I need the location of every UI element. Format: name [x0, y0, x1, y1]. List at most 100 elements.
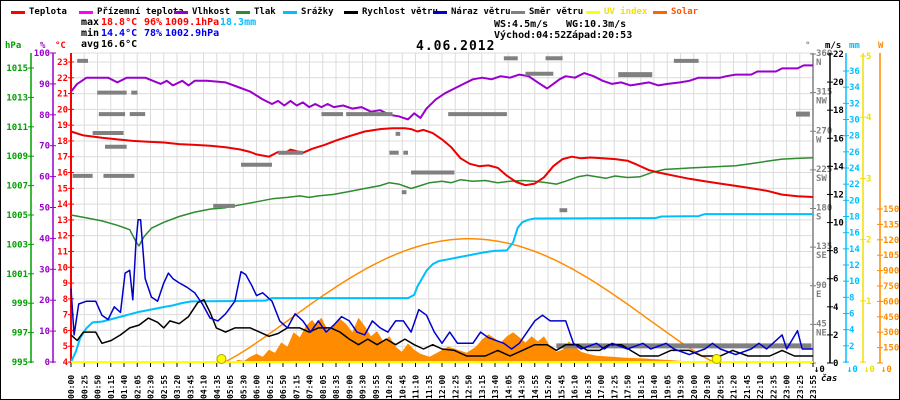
- axis-label: 997: [12, 329, 28, 339]
- axis-label: 9: [63, 279, 68, 289]
- sun-marker: [711, 354, 722, 364]
- x-tick-label: 19:30: [677, 375, 686, 399]
- axis-label: 34: [849, 83, 860, 93]
- axis-label: 999: [12, 299, 28, 309]
- x-tick-label: 04:10: [200, 375, 209, 399]
- x-axis: 00:00 00:25 00:50 01:15 01:40 02:05 02:30 02:55…: [67, 363, 818, 399]
- x-tick-label: 16:10: [571, 375, 580, 399]
- legend-swatch: [79, 10, 93, 14]
- axis-label: 80: [39, 111, 50, 121]
- series-temperature: [70, 127, 814, 198]
- axis-label: 995: [12, 358, 28, 368]
- legend-swatch: [344, 10, 358, 14]
- x-tick-label: 01:15: [107, 375, 116, 399]
- axis-zero-label: ↓0: [847, 365, 858, 375]
- axis-label: 300: [883, 328, 899, 338]
- pressure-axis-title: hPa: [5, 41, 22, 51]
- legend-item-4: Tlak: [236, 7, 276, 19]
- axis-zero-label: ↓0: [814, 365, 825, 375]
- axis-label: 22: [849, 180, 860, 190]
- x-tick-label: 01:40: [120, 375, 129, 399]
- axis-label: S: [816, 213, 821, 223]
- x-tick-label: 22:10: [756, 375, 765, 399]
- axis-label: 6: [849, 310, 854, 320]
- x-tick-label: 20:00: [690, 375, 699, 399]
- legend-label: Srážky: [301, 7, 334, 17]
- axis-label: W: [816, 135, 822, 145]
- axis-label: 21: [57, 90, 68, 100]
- axis-label: 900: [883, 267, 899, 277]
- wind-speed-summary: WS:4.5m/s: [494, 19, 549, 30]
- axis-label: 17: [57, 153, 68, 163]
- axis-zero-label: ↓0: [864, 365, 875, 375]
- sun-times: Východ:04:52Západ:20:53: [494, 30, 638, 41]
- x-tick-label: 09:00: [345, 375, 354, 399]
- axis-label: 23: [57, 58, 68, 68]
- axis-label: 6: [833, 275, 838, 285]
- legend-item-8: Směr větru: [511, 7, 583, 19]
- axis-label: 10: [849, 277, 860, 287]
- axis-label: 1003: [6, 240, 28, 250]
- legend-item-1: Teplota: [11, 7, 67, 19]
- humidity-axis-title: %: [40, 41, 46, 51]
- axis-label: 150: [883, 344, 899, 354]
- axis-label: 20: [849, 196, 860, 206]
- x-tick-label: 09:55: [372, 375, 381, 399]
- axis-label: NW: [816, 97, 827, 107]
- axis-label: 4: [849, 326, 855, 336]
- axis-label: 14: [849, 245, 860, 255]
- legend-swatch: [11, 10, 25, 14]
- sun-markers: [216, 354, 722, 364]
- axis-label: 1050: [883, 251, 899, 261]
- axis-label: 2: [849, 342, 854, 352]
- x-tick-label: 02:30: [147, 375, 156, 399]
- axis-label: 24: [849, 164, 860, 174]
- stats-min-temp: 14.4°C: [101, 28, 138, 39]
- x-tick-label: 05:05: [226, 375, 235, 399]
- legend-label: Náraz větru: [451, 7, 511, 17]
- legend-label: Vlhkost: [192, 7, 230, 17]
- x-tick-label: 03:45: [186, 375, 195, 399]
- stats-max-rain: 18.3mm: [220, 17, 257, 28]
- legend-item-6: Rychlost větru: [344, 7, 438, 19]
- axis-label: 14: [833, 162, 844, 172]
- x-tick-label: 20:30: [703, 375, 712, 399]
- axis-label: 1001: [6, 270, 28, 280]
- temp-axis-title: °C: [55, 41, 66, 51]
- axis-label: 100: [34, 49, 50, 59]
- axis-label: 16: [833, 134, 844, 144]
- axis-label: 10: [39, 327, 50, 337]
- legend-label: Solar: [671, 7, 699, 17]
- stats-max-label: max: [81, 17, 100, 28]
- legend-label: UV index: [604, 7, 648, 17]
- direction-axis-title: °: [805, 41, 811, 51]
- axis-label: 4: [63, 358, 69, 368]
- axis-label: 6: [63, 326, 68, 336]
- x-tick-label: 23:00: [783, 375, 792, 399]
- axis-label: 16: [57, 169, 68, 179]
- x-tick-label: 04:35: [213, 375, 222, 399]
- stats-max-humidity: 96%: [144, 17, 163, 28]
- x-tick-label: 21:20: [730, 375, 739, 399]
- axis-label: 1015: [6, 64, 28, 74]
- axis-label: 600: [883, 297, 899, 307]
- stats-avg-label: avg: [81, 39, 100, 50]
- axis-label: NE: [816, 328, 827, 338]
- axis-label: 22: [833, 50, 844, 60]
- axis-label: 90: [816, 281, 827, 291]
- legend-label: Přízemní teplota: [97, 7, 184, 17]
- axis-label: 28: [849, 132, 860, 142]
- legend-item-5: Srážky: [283, 7, 334, 19]
- axis-label: 5: [63, 342, 68, 352]
- axis-label: 19: [57, 121, 68, 131]
- x-tick-label: 20:55: [716, 375, 725, 399]
- series-wind-gust: [70, 218, 813, 356]
- axis-label: 26: [849, 148, 860, 158]
- series-pressure: [70, 156, 814, 247]
- stats-max-temp: 18.8°C: [101, 17, 138, 28]
- legend-label: Rychlost větru: [362, 7, 438, 17]
- axis-label: 1011: [6, 123, 28, 133]
- x-tick-label: 14:05: [504, 375, 513, 399]
